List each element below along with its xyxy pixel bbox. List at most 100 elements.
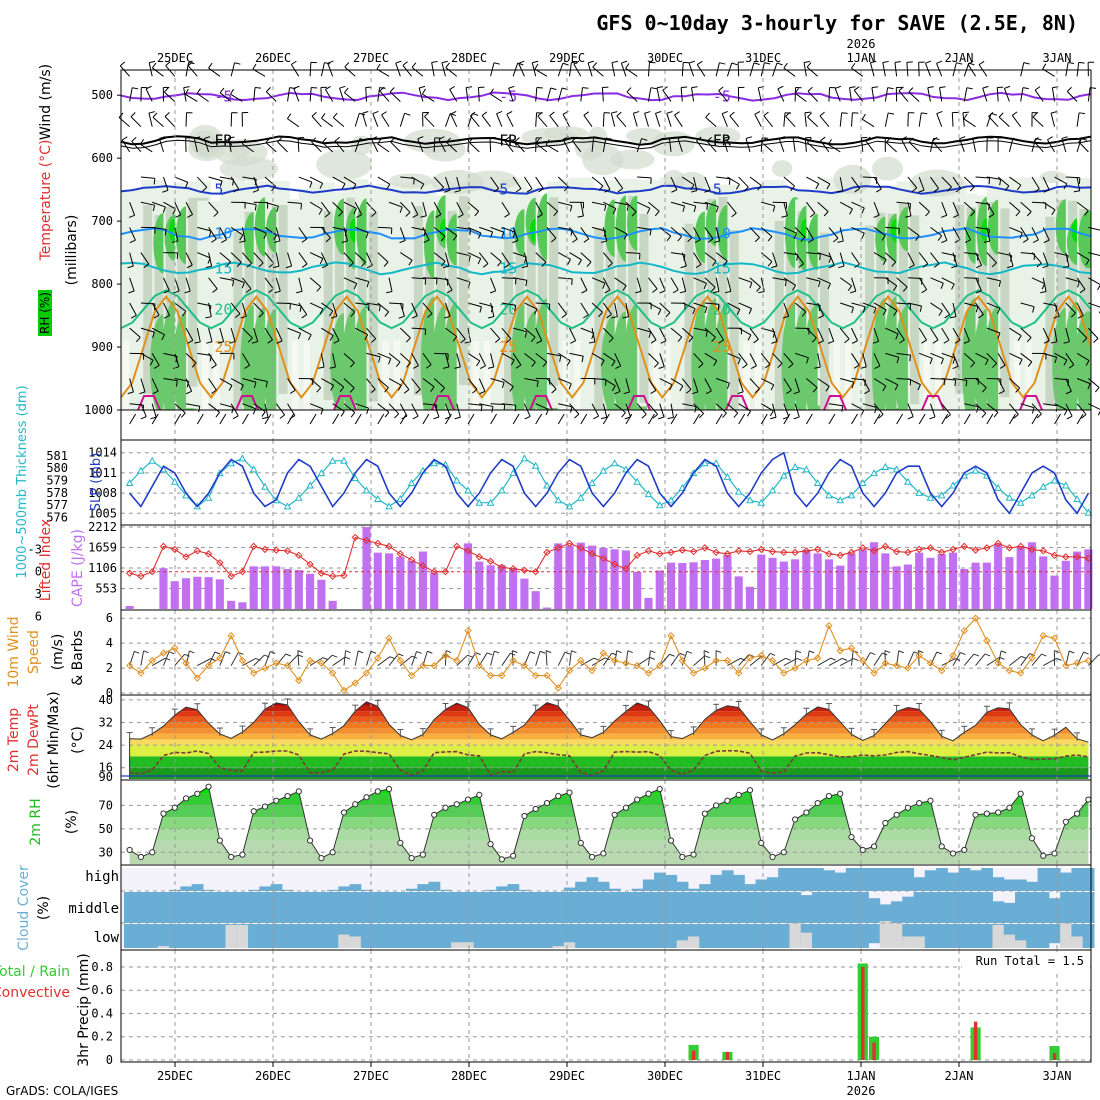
wind-barb xyxy=(749,327,759,340)
wind-barb-flag xyxy=(644,111,651,114)
cloud-cell-middle xyxy=(1015,892,1027,923)
isotherm-label: 20 xyxy=(214,300,232,318)
wind-barb xyxy=(298,277,303,292)
wind-barb-flag xyxy=(881,235,886,241)
wind-barb xyxy=(1009,403,1019,415)
cloud-cell-high xyxy=(484,889,497,891)
wind-barb-flag xyxy=(650,390,657,395)
cloud-cell-middle xyxy=(1037,892,1050,923)
wind-barb-flag xyxy=(854,188,860,193)
wind-barb-flag xyxy=(692,308,696,315)
wind-barb xyxy=(456,327,466,340)
wind-barb xyxy=(674,114,683,127)
wind-barb-flag xyxy=(301,238,308,243)
wind-barb-flag xyxy=(413,178,415,185)
wind-barb-flag xyxy=(445,62,450,68)
wind-barb xyxy=(208,227,217,240)
cloud-cell-high xyxy=(766,877,779,891)
cloud-cell-high xyxy=(586,877,599,891)
wind-barb xyxy=(851,226,865,234)
wind-barb xyxy=(140,252,150,265)
wind-barb xyxy=(557,302,568,315)
wind-barb xyxy=(490,378,505,383)
wind-barb xyxy=(558,378,572,385)
rh-cell-upper xyxy=(663,169,685,189)
wind-barb xyxy=(377,87,381,102)
thickness-point xyxy=(904,477,912,485)
wind-barb xyxy=(1043,302,1058,307)
wind-barb-flag xyxy=(525,280,528,287)
wind10-point xyxy=(656,661,664,670)
wind-barb xyxy=(952,227,961,240)
wind-barb-flag xyxy=(542,361,548,367)
wind-barb xyxy=(772,352,783,364)
wind-barb xyxy=(682,201,696,207)
wind-barb-flag xyxy=(600,416,607,420)
wind-barb xyxy=(332,353,336,368)
wind-barb-flag xyxy=(383,261,389,267)
lifted-index-point xyxy=(971,546,980,554)
wind-barb-flag xyxy=(982,85,989,89)
cloud-cell-middle xyxy=(620,892,633,923)
surface-barb xyxy=(242,413,249,425)
wind-barb xyxy=(355,302,370,306)
wind-barb-flag xyxy=(245,288,252,293)
wind-barb-flag xyxy=(372,110,379,115)
wind-barb xyxy=(433,176,445,188)
wind-barb xyxy=(941,252,956,257)
wind-barb xyxy=(185,252,193,266)
cloud-cell-high xyxy=(924,870,937,891)
thickness-point xyxy=(373,494,382,503)
wind-barb-flag xyxy=(650,87,657,90)
wind-barb xyxy=(152,116,164,128)
wind-barb-flag xyxy=(793,136,800,139)
wind-barb xyxy=(975,403,987,414)
wind-barb-flag xyxy=(135,336,141,343)
rh-point xyxy=(701,810,708,817)
cloud-cell-middle xyxy=(259,892,272,923)
wind-barb-flag xyxy=(851,62,856,69)
wind-barb xyxy=(603,378,616,387)
wind10-barb-flag xyxy=(679,652,685,656)
wind-barb xyxy=(862,353,867,368)
wind-barb xyxy=(332,176,346,185)
wind-barb-flag xyxy=(232,280,235,287)
wind-barb xyxy=(230,176,240,190)
wind-barb-flag xyxy=(536,380,539,387)
wind-barb-flag xyxy=(1063,409,1068,416)
rh-point xyxy=(228,853,235,861)
lifted-index-point xyxy=(859,544,867,552)
cape-bar xyxy=(712,558,721,609)
wind-barb-flag xyxy=(715,206,719,213)
wind-barb-flag xyxy=(784,112,792,114)
precip-tick-label: 0.2 xyxy=(91,1030,113,1044)
wind-barb xyxy=(602,176,611,190)
thickness-point xyxy=(926,493,935,501)
precip-convective-bar xyxy=(725,1051,730,1060)
cloud-cell-middle xyxy=(1026,892,1039,923)
cape-bar xyxy=(791,559,800,609)
wind-barb-flag xyxy=(349,387,355,393)
wind-barb-flag xyxy=(823,211,829,217)
wind10-barb xyxy=(817,657,831,667)
wind-barb-flag xyxy=(608,337,614,343)
wind-barb xyxy=(1020,352,1033,363)
wind-barb xyxy=(670,327,683,338)
wind-barb-flag xyxy=(695,263,702,269)
thickness-point xyxy=(452,476,461,484)
wind-barb xyxy=(174,202,182,216)
thickness-point xyxy=(283,502,292,510)
wind-barb xyxy=(907,202,912,216)
rh-point xyxy=(870,843,878,850)
surface-barb xyxy=(467,413,475,425)
wind-barb-flag xyxy=(945,414,951,419)
wind-barb-flag xyxy=(175,214,181,218)
wind-barb-flag xyxy=(1032,239,1039,244)
wind-barb xyxy=(885,142,897,153)
wind-barb-flag xyxy=(211,238,217,243)
wind-barb xyxy=(524,378,539,382)
wind-barb-flag xyxy=(1094,387,1100,393)
wind-barb-flag xyxy=(828,265,835,269)
wind-barb-flag xyxy=(952,365,959,370)
wind-barb xyxy=(321,227,331,239)
